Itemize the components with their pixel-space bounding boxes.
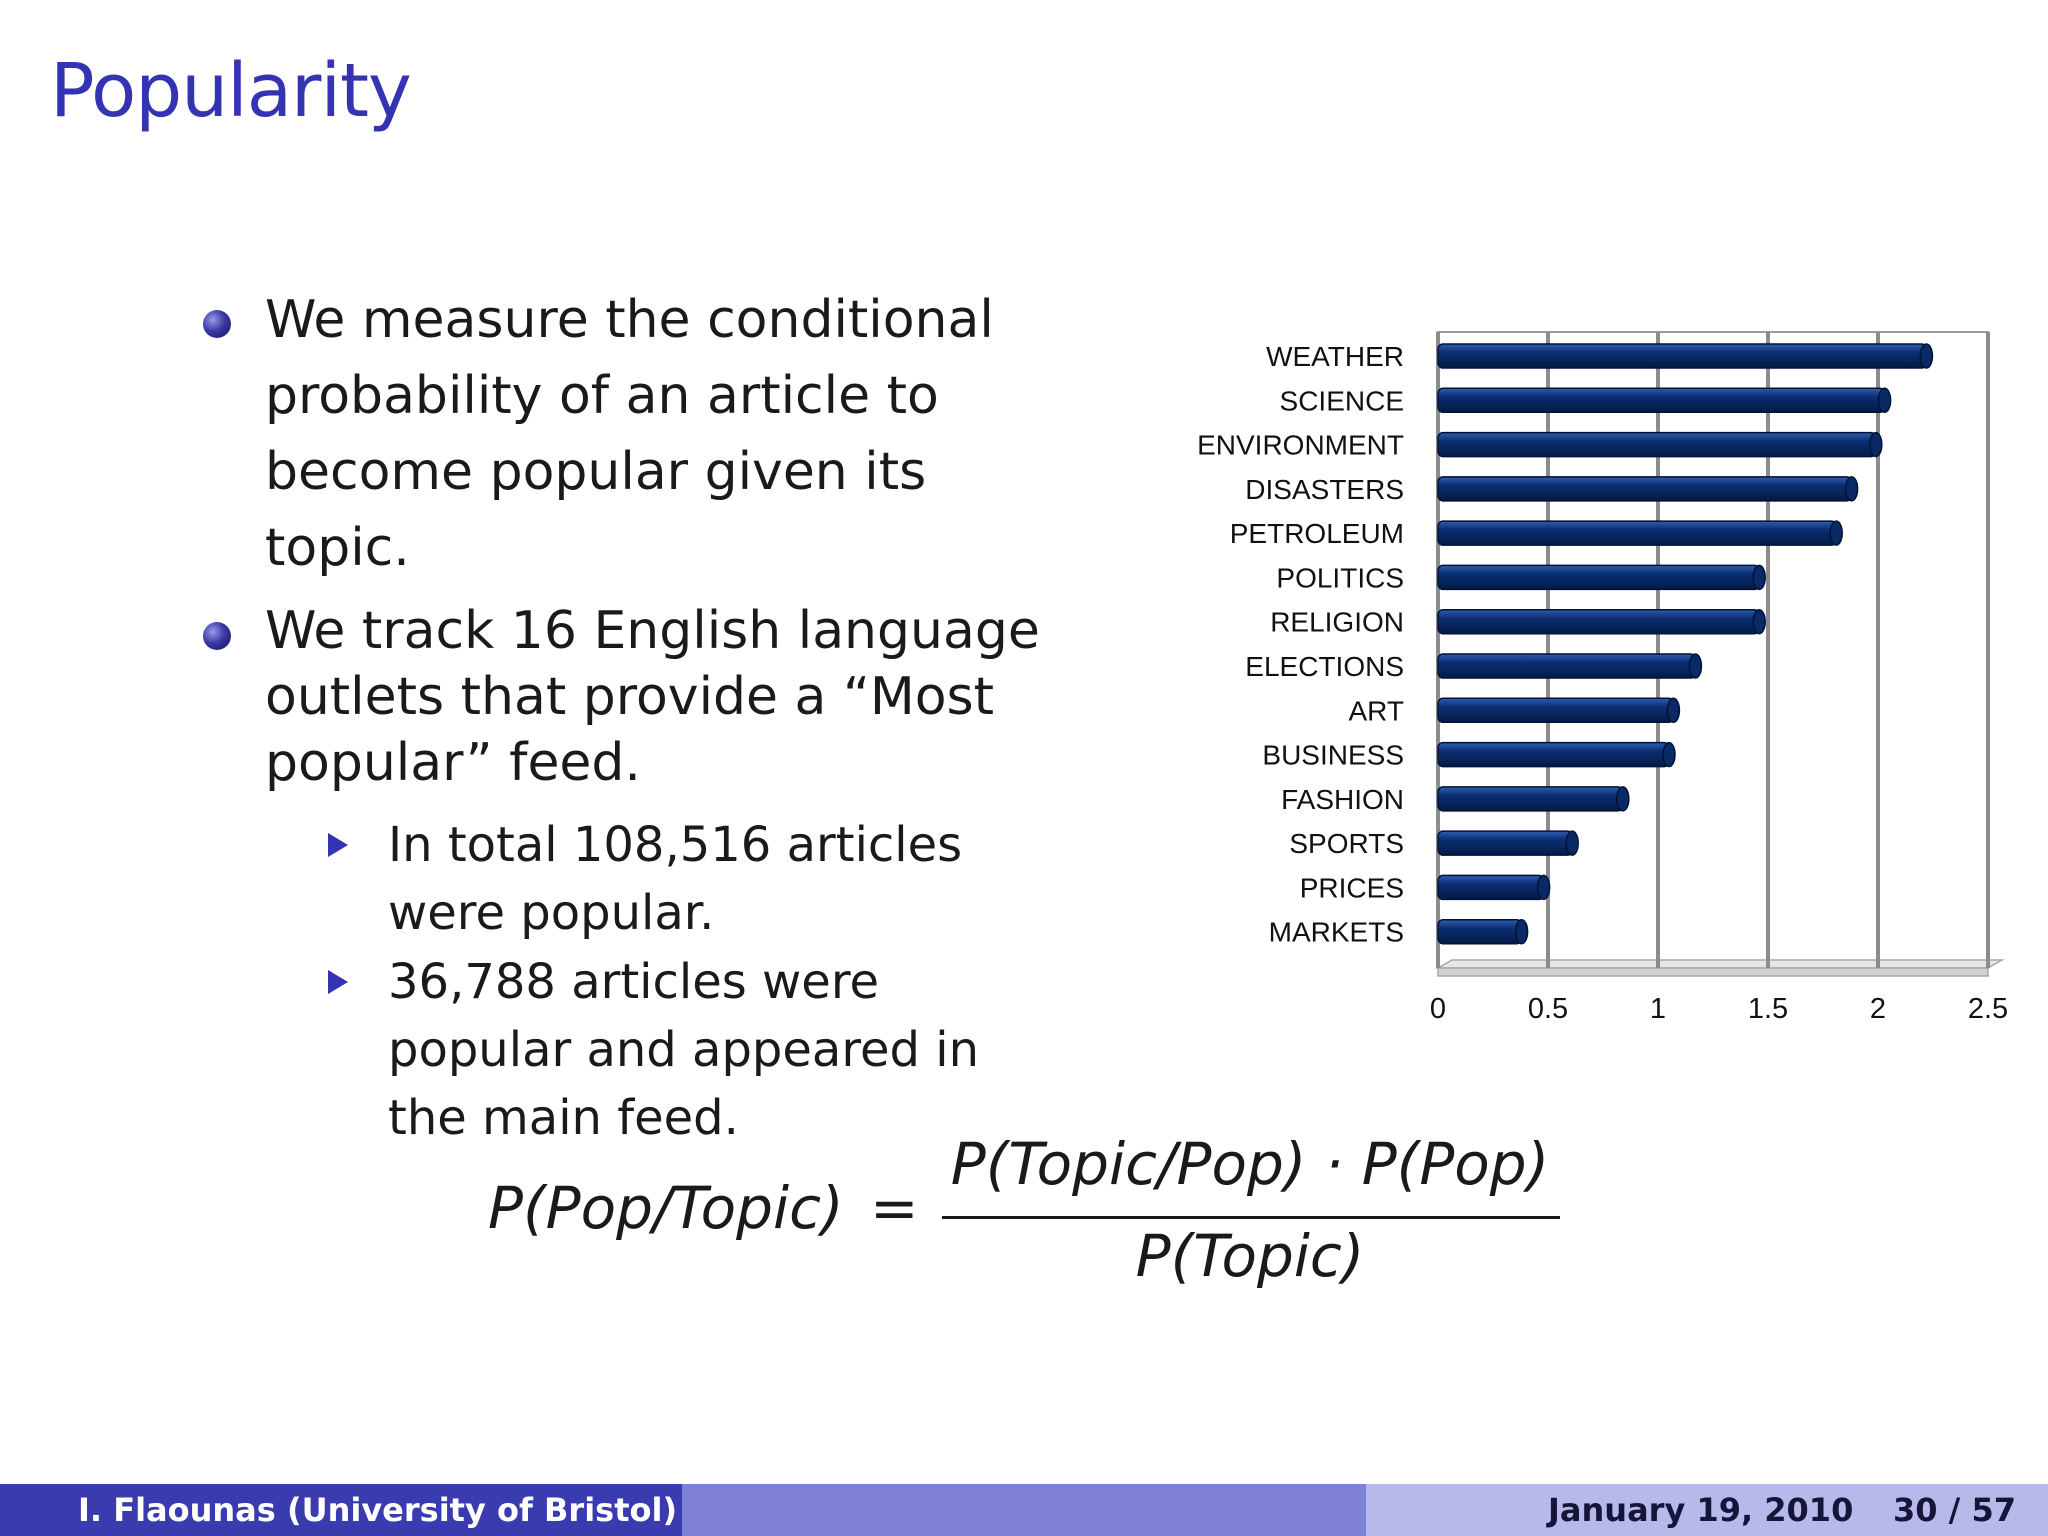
plot-area bbox=[1437, 331, 1989, 969]
bar bbox=[1437, 697, 1675, 724]
x-tick-label: 2.5 bbox=[1968, 993, 2008, 1025]
category-label: PETROLEUM bbox=[1230, 518, 1404, 549]
triangle-bullet-icon bbox=[328, 970, 348, 994]
bar-cap bbox=[1844, 476, 1859, 502]
bar-cap bbox=[1752, 564, 1766, 591]
slide-title: Popularity bbox=[50, 48, 412, 134]
bullet-1: We measure the conditional probability o… bbox=[203, 282, 1065, 586]
bar bbox=[1437, 608, 1760, 635]
subbullet-2-line: popular and appeared in bbox=[388, 1022, 980, 1078]
bullet-1-line: probability of an article to bbox=[265, 366, 939, 426]
footer-right: January 19, 2010 30 / 57 bbox=[1366, 1484, 2048, 1536]
category-label: SCIENCE bbox=[1280, 385, 1404, 416]
category-label: ART bbox=[1349, 695, 1405, 726]
category-label: ELECTIONS bbox=[1245, 651, 1404, 682]
bar bbox=[1437, 653, 1697, 679]
formula-numerator: P(Topic/Pop) · P(Pop) bbox=[950, 1130, 1550, 1198]
bullet-dot-icon bbox=[203, 310, 231, 338]
formula-denominator: P(Topic) bbox=[1135, 1222, 1365, 1290]
bar bbox=[1437, 786, 1624, 812]
category-label: MARKETS bbox=[1269, 917, 1404, 948]
bar bbox=[1437, 874, 1545, 901]
subbullet-2-line: the main feed. bbox=[388, 1090, 739, 1146]
topic-popularity-bar-chart: 0 0.5 1 1.5 2 2.5 WEATHER SCIENCE ENVIRONMENT DIS… bbox=[1197, 331, 2008, 1025]
bar bbox=[1437, 564, 1760, 591]
footer-date: January 19, 2010 bbox=[1548, 1491, 1854, 1529]
x-tick-label: 0.5 bbox=[1528, 993, 1568, 1025]
bullet-2: We track 16 English language outlets tha… bbox=[203, 598, 1065, 796]
bar-cap bbox=[1752, 608, 1766, 635]
category-label: DISASTERS bbox=[1245, 474, 1404, 505]
subbullet-1: In total 108,516 articles were popular. bbox=[328, 811, 988, 947]
bullet-1-line: topic. bbox=[265, 518, 410, 578]
bullet-1-line: become popular given its bbox=[265, 442, 927, 502]
x-tick-label: 1 bbox=[1650, 993, 1666, 1025]
bullet-2-line: We track 16 English language bbox=[265, 601, 1040, 661]
bar bbox=[1437, 431, 1877, 458]
bar-cap bbox=[1829, 520, 1843, 546]
bar bbox=[1437, 741, 1670, 768]
bar-cap bbox=[1869, 431, 1883, 458]
bar bbox=[1437, 830, 1573, 856]
bullet-1-line: We measure the conditional bbox=[265, 290, 994, 350]
bar-cap bbox=[1662, 741, 1676, 768]
triangle-bullet-icon bbox=[328, 833, 348, 857]
category-label: POLITICS bbox=[1276, 562, 1404, 593]
formula-equals: = bbox=[870, 1174, 919, 1242]
bar bbox=[1437, 476, 1853, 502]
bar-cap bbox=[1666, 697, 1681, 724]
category-label: ENVIRONMENT bbox=[1197, 430, 1404, 461]
bar-cap bbox=[1877, 387, 1892, 414]
category-label: WEATHER bbox=[1266, 341, 1404, 372]
category-label: PRICES bbox=[1300, 872, 1404, 903]
footer-page-number: 30 / 57 bbox=[1892, 1491, 2016, 1529]
subbullet-1-line: In total 108,516 articles bbox=[388, 817, 963, 873]
bar-cap bbox=[1919, 343, 1934, 369]
x-tick-label: 0 bbox=[1430, 993, 1446, 1025]
category-label: RELIGION bbox=[1270, 607, 1404, 638]
bar-cap bbox=[1536, 874, 1551, 901]
subbullet-2: 36,788 articles were popular and appeare… bbox=[328, 948, 988, 1152]
bar bbox=[1437, 918, 1523, 945]
x-tick-label: 2 bbox=[1870, 993, 1886, 1025]
bullet-2-line: popular” feed. bbox=[265, 733, 641, 793]
category-label: BUSINESS bbox=[1262, 740, 1404, 771]
plot-floor bbox=[1435, 959, 2005, 969]
formula-fraction-bar bbox=[942, 1216, 1560, 1219]
slide-footer: I. Flaounas (University of Bristol) Janu… bbox=[0, 1484, 2048, 1536]
subbullet-2-line: 36,788 articles were bbox=[388, 954, 880, 1010]
formula-lhs: P(Pop/Topic) bbox=[488, 1174, 844, 1242]
bar-cap bbox=[1616, 786, 1630, 812]
bullet-2-line: outlets that provide a “Most bbox=[265, 667, 995, 727]
plot-floor-edge bbox=[1437, 967, 1989, 977]
bar-cap bbox=[1565, 830, 1579, 856]
footer-author: I. Flaounas (University of Bristol) bbox=[0, 1484, 682, 1536]
bar-cap bbox=[1688, 653, 1703, 679]
bar bbox=[1437, 520, 1837, 546]
bar bbox=[1437, 387, 1886, 414]
bullet-dot-icon bbox=[203, 622, 231, 650]
footer-middle-band bbox=[682, 1484, 1366, 1536]
category-label: FASHION bbox=[1281, 784, 1404, 815]
x-tick-label: 1.5 bbox=[1748, 993, 1788, 1025]
bar bbox=[1437, 343, 1928, 369]
bar-cap bbox=[1514, 918, 1529, 945]
category-label: SPORTS bbox=[1289, 828, 1404, 859]
subbullet-1-line: were popular. bbox=[388, 885, 715, 941]
